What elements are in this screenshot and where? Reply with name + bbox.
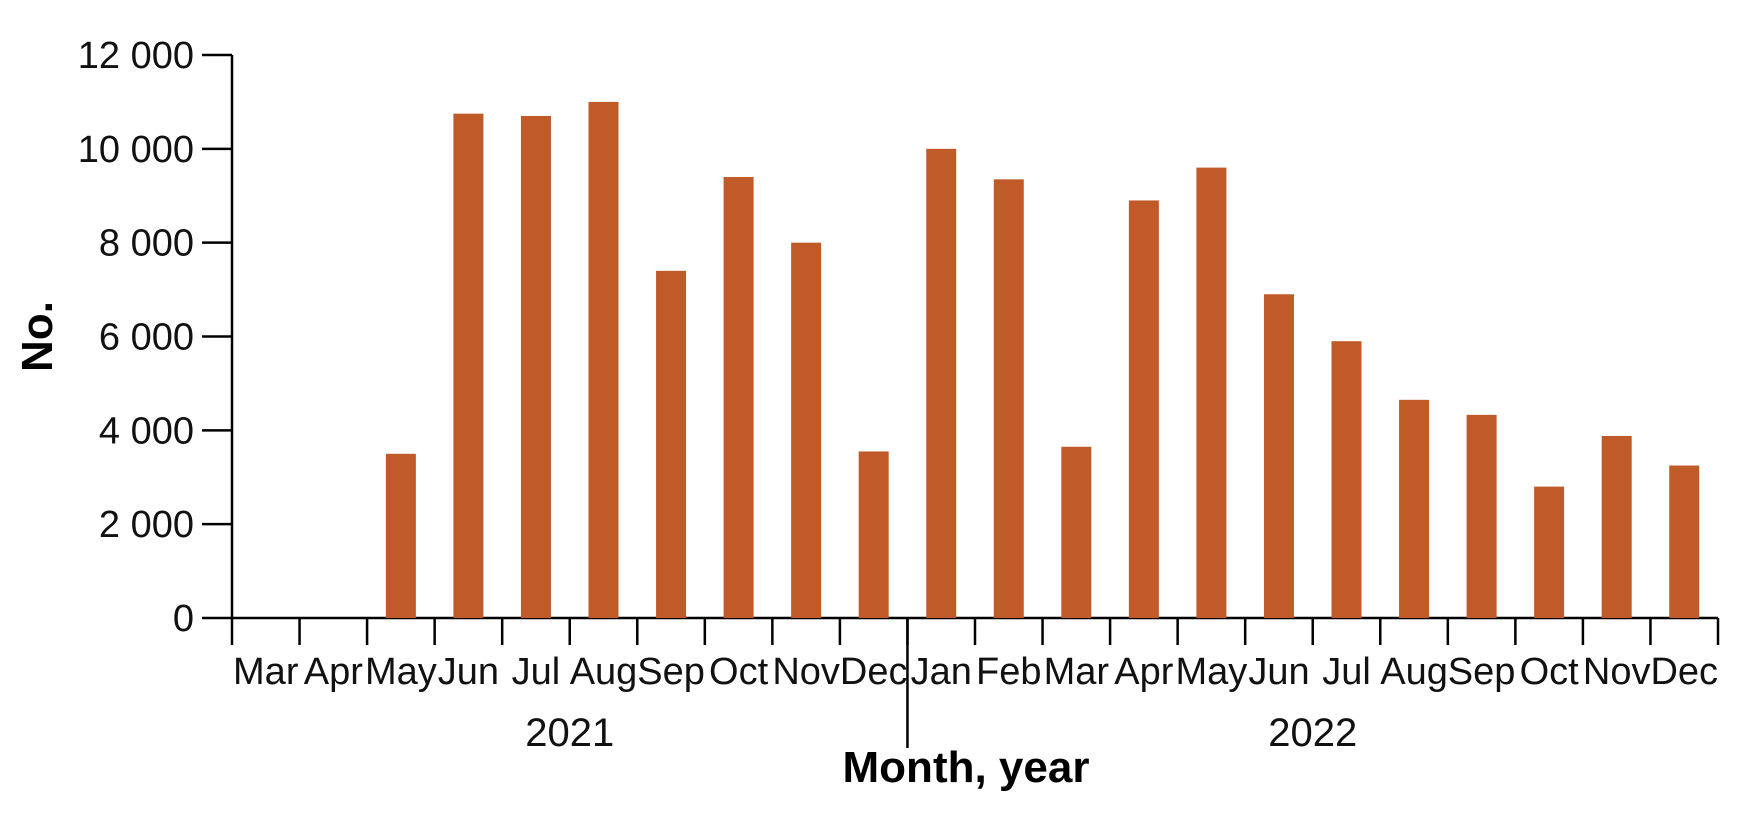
bar-15: [1196, 167, 1227, 618]
x-tick-label: Mar: [233, 651, 299, 693]
bar-12: [993, 179, 1024, 618]
y-tick-label: 8 000: [99, 223, 194, 265]
x-axis: Mar Apr May Jun Jul Aug Sep Oct Nov Dec Jan Feb Mar A…: [230, 616, 1720, 755]
y-tick-label: 10 000: [78, 129, 194, 171]
bar-5: [520, 115, 551, 618]
bar-13: [1061, 446, 1092, 618]
year-label: 2022: [1268, 711, 1357, 755]
x-tick-label: Apr: [1114, 651, 1173, 693]
year-label: 2021: [525, 711, 614, 755]
x-tick-label: Sep: [637, 651, 705, 693]
bar-16: [1263, 294, 1294, 618]
x-tick-label: Dec: [1650, 651, 1718, 693]
bar-14: [1128, 200, 1159, 619]
x-axis-title: Month, year: [843, 743, 1090, 792]
x-tick-label: Dec: [840, 651, 908, 693]
x-tick-label: Apr: [304, 651, 363, 693]
y-tick-label: 0: [173, 598, 194, 640]
bar-9: [791, 242, 822, 618]
bar-10: [858, 451, 889, 618]
y-tick-label: 6 000: [99, 317, 194, 359]
x-tick-label: Oct: [1520, 651, 1580, 693]
bar-22: [1669, 465, 1700, 618]
x-tick-label: Nov: [772, 651, 840, 693]
bar-7: [656, 270, 687, 618]
x-tick-label: Jun: [1248, 651, 1309, 693]
y-tick-label: 12 000: [78, 35, 194, 77]
bar-19: [1466, 414, 1497, 618]
x-tick-label: Jan: [911, 651, 972, 693]
y-tick-label: 2 000: [99, 504, 194, 546]
x-tick-label: Oct: [709, 651, 769, 693]
bar-3: [385, 453, 416, 618]
x-tick-label: May: [365, 651, 437, 693]
x-tick-label: Jun: [438, 651, 499, 693]
bars: [385, 101, 1700, 619]
bar-11: [926, 148, 957, 619]
x-tick-label: Feb: [976, 651, 1041, 693]
y-axis: 0 2 000 4 000 6 000 8 000 10 000 12 000: [78, 35, 234, 640]
bar-4: [453, 113, 484, 618]
bar-21: [1601, 435, 1632, 618]
x-tick-label: Aug: [570, 651, 638, 693]
bar-20: [1534, 486, 1565, 618]
y-tick-label: 4 000: [99, 410, 194, 452]
bar-6: [588, 101, 619, 618]
x-tick-label: Mar: [1044, 651, 1110, 693]
x-tick-label: Aug: [1380, 651, 1448, 693]
x-tick-label: May: [1176, 651, 1248, 693]
x-tick-label: Sep: [1448, 651, 1516, 693]
bar-18: [1399, 399, 1430, 618]
bar-8: [723, 176, 754, 618]
x-tick-label: Jul: [1322, 651, 1371, 693]
x-tick-label: Jul: [512, 651, 561, 693]
y-axis-title: No.: [13, 301, 62, 372]
bar-17: [1331, 341, 1362, 618]
x-tick-label: Nov: [1583, 651, 1651, 693]
